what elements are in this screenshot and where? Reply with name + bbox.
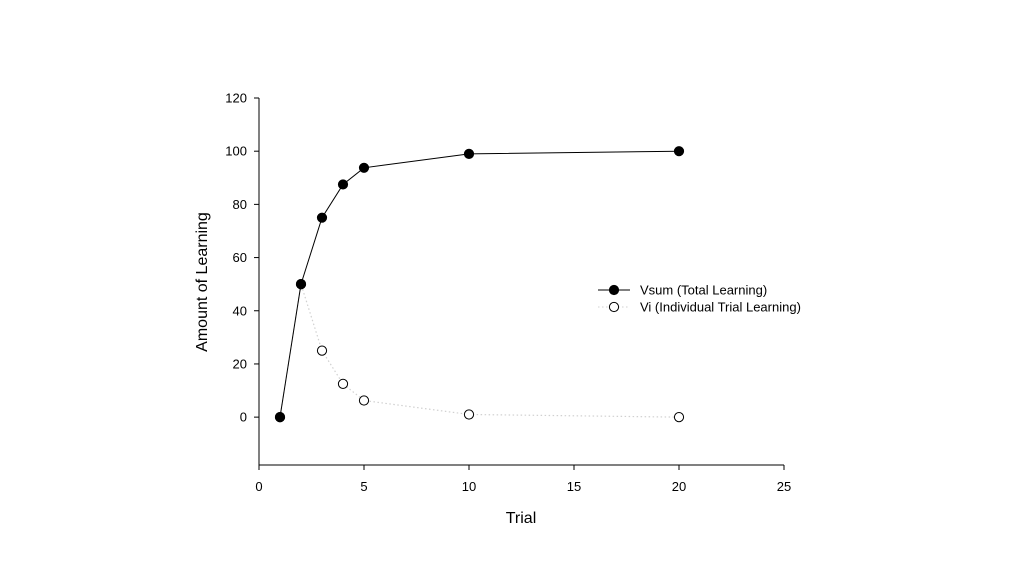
data-point [463,409,475,420]
data-point [274,412,286,423]
data-point [316,345,328,356]
legend-label: Vi (Individual Trial Learning) [640,300,801,315]
legend-item: Vi (Individual Trial Learning) [598,300,801,315]
data-point [316,212,328,223]
series-line [279,283,680,418]
x-tick-label: 25 [777,479,791,494]
y-ticks: 0 20 40 60 80 100 120 [225,91,259,425]
y-tick-label: 120 [225,91,247,106]
x-ticks: 0 5 10 15 20 25 [255,465,791,494]
x-tick-label: 10 [462,479,476,494]
legend-marker [608,301,620,313]
data-point [295,279,307,290]
data-point [358,395,370,406]
legend: Vsum (Total Learning) Vi (Individual Tria… [598,283,801,315]
y-tick-label: 20 [233,356,247,371]
y-axis-title: Amount of Learning [194,212,211,352]
legend-item: Vsum (Total Learning) [598,283,767,298]
x-tick-label: 5 [360,479,367,494]
axes: 0 20 40 60 80 100 120 0 5 10 15 20 25 [225,91,791,495]
y-tick-label: 0 [240,410,247,425]
y-tick-label: 80 [233,197,247,212]
series-0 [274,146,685,423]
series-layer [274,146,685,423]
legend-label: Vsum (Total Learning) [640,283,767,298]
series-line [279,150,680,418]
x-tick-label: 20 [672,479,686,494]
legend-marker [608,284,620,296]
y-tick-label: 40 [233,303,247,318]
y-tick-label: 60 [233,250,247,265]
data-point [463,148,475,159]
x-tick-label: 0 [255,479,262,494]
series-1 [274,279,685,423]
data-point [358,162,370,173]
x-tick-label: 15 [567,479,581,494]
data-point [337,378,349,389]
data-point [673,412,685,423]
data-point [673,146,685,157]
x-axis-title: Trial [506,510,537,527]
y-tick-label: 100 [225,144,247,159]
data-point [337,179,349,190]
